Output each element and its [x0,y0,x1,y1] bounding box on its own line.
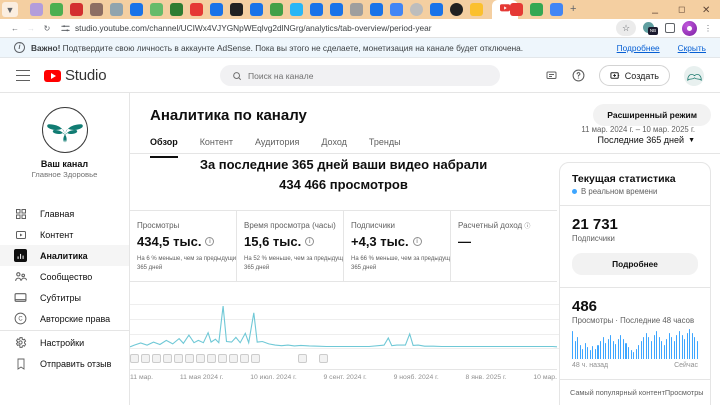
svg-text:C: C [18,317,23,323]
